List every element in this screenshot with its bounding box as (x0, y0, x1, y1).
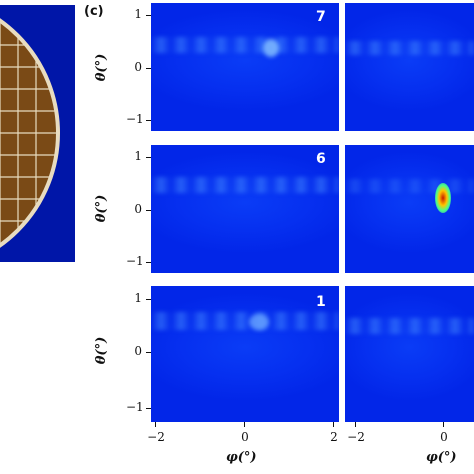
segmented-disk-graphic (0, 5, 60, 262)
x-axis-label-right: φ(°) (426, 450, 457, 465)
y-axis-label-row1: θ(°) (94, 53, 110, 82)
y-tick-label: −1 (126, 112, 144, 126)
x-tick-label: 0 (440, 430, 448, 444)
x-tick-label: −2 (147, 430, 165, 444)
y-axis-label-row3: θ(°) (94, 336, 110, 365)
y-tick-label: 0 (134, 60, 142, 74)
plot-number-6: 6 (316, 151, 326, 167)
disk-illustration-panel (0, 5, 75, 262)
heatmap-row3-right (345, 286, 474, 422)
panel-label: (c) (84, 4, 104, 19)
y-tick-label: 1 (134, 291, 142, 305)
plot-number-1: 1 (316, 294, 326, 310)
y-tick-label: 0 (134, 344, 142, 358)
x-axis-label-left: φ(°) (226, 450, 257, 465)
x-tick-label: 2 (330, 430, 338, 444)
y-axis-label-row2: θ(°) (94, 194, 110, 223)
heatmap-row1-right (345, 3, 474, 131)
y-tick-label: 1 (134, 149, 142, 163)
plot-number-7: 7 (316, 9, 326, 25)
heatmap-row2-right (345, 145, 474, 273)
x-tick-label: −2 (347, 430, 365, 444)
heatmap-row3-left (151, 286, 339, 422)
y-tick-label: −1 (126, 254, 144, 268)
y-tick-label: 0 (134, 202, 142, 216)
y-tick-label: 1 (134, 7, 142, 21)
heatmap-row2-left (151, 145, 339, 273)
heatmap-row1-left (151, 3, 339, 131)
y-tick-label: −1 (126, 400, 144, 414)
intensity-peak (435, 183, 451, 213)
x-tick-label: 0 (241, 430, 249, 444)
